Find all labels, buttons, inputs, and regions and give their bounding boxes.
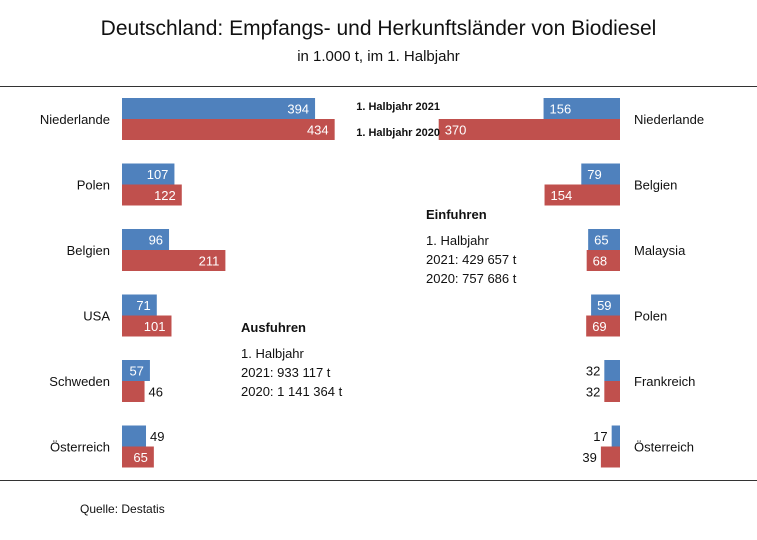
data-label: 17 — [593, 429, 607, 444]
data-label: 370 — [445, 123, 467, 138]
data-label: 394 — [287, 102, 309, 117]
data-label: 57 — [129, 364, 143, 379]
data-label: 154 — [551, 188, 573, 203]
bar — [591, 294, 620, 316]
bar — [544, 184, 620, 206]
bar — [611, 425, 620, 447]
category-label: Frankreich — [634, 374, 695, 389]
category-label: Österreich — [50, 440, 110, 455]
data-label: 65 — [133, 450, 147, 465]
bar — [122, 360, 150, 381]
exports-note-heading: Ausfuhren — [241, 320, 306, 335]
imports-note: Einfuhren 1. Halbjahr 2021: 429 657 t 20… — [426, 205, 516, 288]
data-label: 107 — [147, 167, 169, 182]
chart-subtitle: in 1.000 t, im 1. Halbjahr — [297, 48, 460, 65]
data-label: 122 — [154, 188, 176, 203]
chart-title: Deutschland: Empfangs- und Herkunftsländ… — [100, 17, 657, 40]
data-label: 49 — [150, 429, 164, 444]
bar — [122, 163, 175, 185]
data-label: 156 — [550, 102, 572, 117]
bar — [586, 315, 620, 337]
legend-entry-2021: 1. Halbjahr 2021 — [356, 101, 440, 113]
bar — [438, 119, 620, 140]
data-label: 59 — [597, 298, 611, 313]
bar — [588, 229, 620, 250]
bar — [604, 381, 620, 402]
category-label: Niederlande — [634, 112, 704, 127]
top-rule — [0, 86, 757, 87]
category-label: Polen — [634, 309, 667, 324]
data-label: 68 — [593, 254, 607, 269]
bar — [122, 425, 147, 447]
bottom-rule — [0, 480, 757, 481]
bar — [122, 250, 226, 271]
bar — [122, 315, 172, 337]
bar — [122, 381, 145, 402]
imports-note-line: 1. Halbjahr — [426, 233, 489, 248]
category-label: Polen — [77, 178, 110, 193]
imports-note-heading: Einfuhren — [426, 207, 487, 222]
imports-note-line: 2020: 757 686 t — [426, 271, 517, 286]
data-label: 65 — [594, 233, 608, 248]
bar — [600, 446, 620, 468]
bar — [543, 98, 620, 119]
data-label: 39 — [582, 450, 596, 465]
data-label: 71 — [136, 298, 150, 313]
bar — [122, 446, 154, 468]
data-label: 69 — [592, 319, 606, 334]
bar — [586, 250, 620, 271]
bar — [581, 163, 620, 185]
category-label: Österreich — [634, 440, 694, 455]
bar — [122, 229, 170, 250]
category-label: Niederlande — [40, 112, 110, 127]
exports-note: Ausfuhren 1. Halbjahr 2021: 933 117 t 20… — [241, 318, 342, 401]
category-label: Malaysia — [634, 243, 686, 258]
source-note: Quelle: Destatis — [80, 502, 165, 516]
bar — [604, 360, 620, 381]
data-label: 32 — [586, 364, 600, 379]
exports-note-line: 2021: 933 117 t — [241, 365, 331, 380]
category-label: Belgien — [634, 178, 677, 193]
exports-note-line: 2020: 1 141 364 t — [241, 384, 343, 399]
bar — [122, 184, 182, 206]
bar — [122, 119, 335, 140]
data-label: 211 — [199, 254, 220, 269]
bar — [122, 98, 316, 119]
data-label: 101 — [144, 319, 166, 334]
data-label: 46 — [149, 385, 163, 400]
category-label: Schweden — [49, 374, 110, 389]
category-label: USA — [83, 309, 110, 324]
bar — [122, 294, 157, 316]
data-label: 32 — [586, 385, 600, 400]
data-label: 79 — [587, 167, 601, 182]
data-label: 96 — [149, 233, 163, 248]
data-label: 434 — [307, 123, 329, 138]
imports-note-line: 2021: 429 657 t — [426, 252, 517, 267]
exports-note-line: 1. Halbjahr — [241, 346, 304, 361]
category-label: Belgien — [67, 243, 110, 258]
legend-entry-2020: 1. Halbjahr 2020 — [356, 127, 440, 139]
